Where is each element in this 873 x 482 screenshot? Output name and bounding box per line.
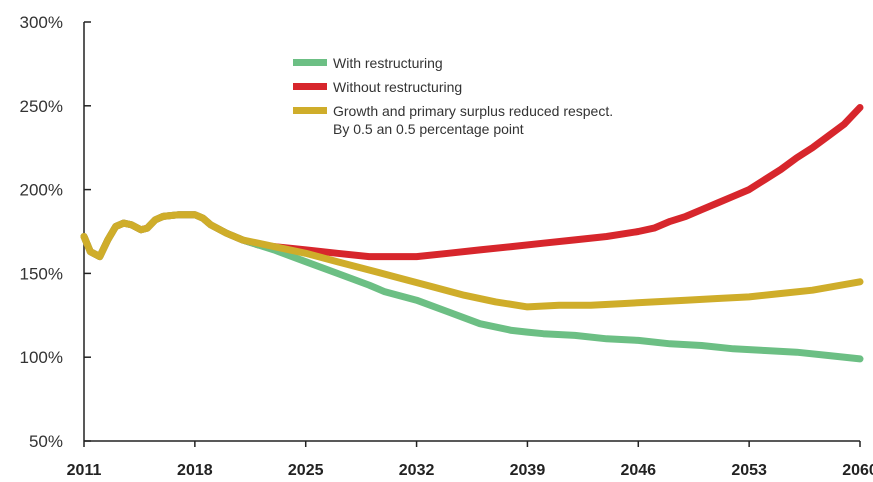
legend-label: Growth and primary surplus reduced respe…: [333, 103, 613, 119]
legend-swatch: [293, 107, 327, 114]
x-tick-label: 2018: [177, 462, 213, 479]
series-line-2: [80, 211, 864, 311]
series-line-1: [80, 211, 864, 363]
x-ticks: 2011 2018 2025 2032 2039 2046 2053 2060: [67, 441, 873, 479]
y-tick-label: 200%: [20, 181, 63, 200]
legend-swatch: [293, 83, 327, 90]
y-tick-label: 250%: [20, 97, 63, 116]
y-tick-label: 150%: [20, 264, 63, 283]
legend: With restructuring Without restructuring G…: [293, 55, 613, 137]
x-tick-label: 2039: [510, 462, 546, 479]
legend-label: By 0.5 an 0.5 percentage point: [333, 121, 524, 137]
y-ticks: 50% 100% 150% 200% 250% 300%: [20, 13, 91, 451]
y-tick-label: 50%: [29, 432, 63, 451]
x-tick-label: 2032: [399, 462, 435, 479]
y-tick-label: 300%: [20, 13, 63, 32]
legend-swatch: [293, 59, 327, 66]
series-lines: [80, 104, 864, 363]
x-tick-label: 2046: [620, 462, 656, 479]
axes: [83, 22, 860, 442]
y-tick-label: 100%: [20, 348, 63, 367]
legend-label: Without restructuring: [333, 79, 462, 95]
legend-label: With restructuring: [333, 55, 443, 71]
x-tick-label: 2060: [842, 462, 873, 479]
x-tick-label: 2025: [288, 462, 324, 479]
x-tick-label: 2053: [731, 462, 767, 479]
x-tick-label: 2011: [67, 462, 102, 479]
